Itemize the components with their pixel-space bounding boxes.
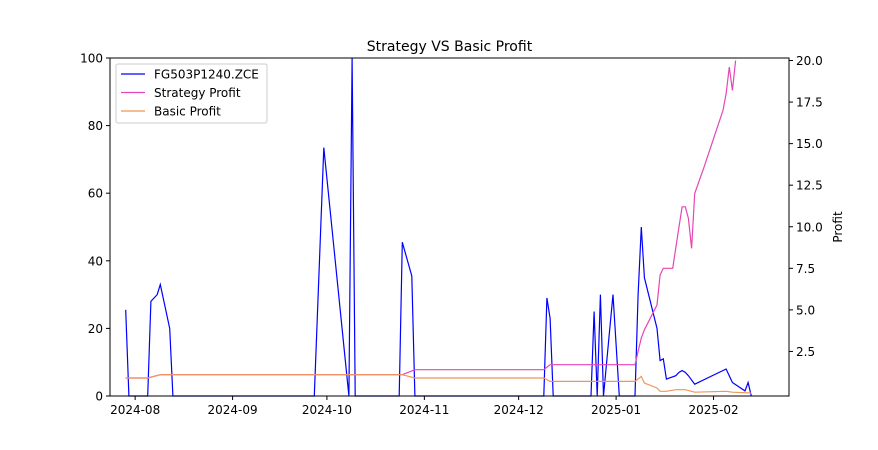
y-right-axis: 2.5 5.0 7.5 10.0 12.5 15.0 17.5 20.0 — [789, 54, 823, 359]
y-left-tick-label: 20 — [88, 322, 103, 336]
y-left-tick-label: 100 — [80, 52, 103, 66]
series-line-3 — [125, 374, 752, 394]
y-right-tick-label: 7.5 — [796, 262, 815, 276]
y-right-tick-label: 15.0 — [796, 137, 823, 151]
y-left-tick-label: 0 — [95, 390, 103, 404]
y-right-tick-label: 17.5 — [796, 96, 823, 110]
legend-box — [115, 63, 268, 124]
chart-title: Strategy VS Basic Profit — [367, 39, 533, 55]
y-left-tick-label: 40 — [88, 254, 103, 268]
y-right-tick-label: 2.5 — [796, 345, 815, 359]
x-axis: 2024-08 2024-09 2024-10 2024-11 2024-12 2025-… — [110, 396, 739, 417]
x-tick-label: 2024-08 — [110, 403, 160, 417]
y-left-tick-label: 60 — [88, 187, 103, 201]
y-left-axis: 0 20 40 60 80 100 — [80, 52, 110, 404]
y-right-tick-label: 20.0 — [796, 54, 823, 68]
x-tick-label: 2024-12 — [494, 403, 544, 417]
y-right-axis-label: Profit — [831, 211, 845, 243]
x-tick-label: 2024-10 — [302, 403, 352, 417]
x-tick-label: 2025-01 — [591, 403, 641, 417]
legend-entry: FG503P1240.ZCE — [154, 68, 259, 82]
y-right-tick-label: 12.5 — [796, 179, 823, 193]
x-tick-label: 2024-09 — [208, 403, 258, 417]
x-tick-label: 2024-11 — [399, 403, 449, 417]
legend-entry: Basic Profit — [154, 105, 221, 119]
y-left-tick-label: 80 — [88, 119, 103, 133]
legend-entry: Strategy Profit — [154, 86, 241, 100]
series-line-2 — [125, 60, 737, 379]
legend: FG503P1240.ZCE Strategy Profit Basic Profi… — [115, 63, 268, 124]
y-right-tick-label: 10.0 — [796, 220, 823, 234]
y-right-tick-label: 5.0 — [796, 303, 815, 317]
x-tick-label: 2025-02 — [688, 403, 738, 417]
